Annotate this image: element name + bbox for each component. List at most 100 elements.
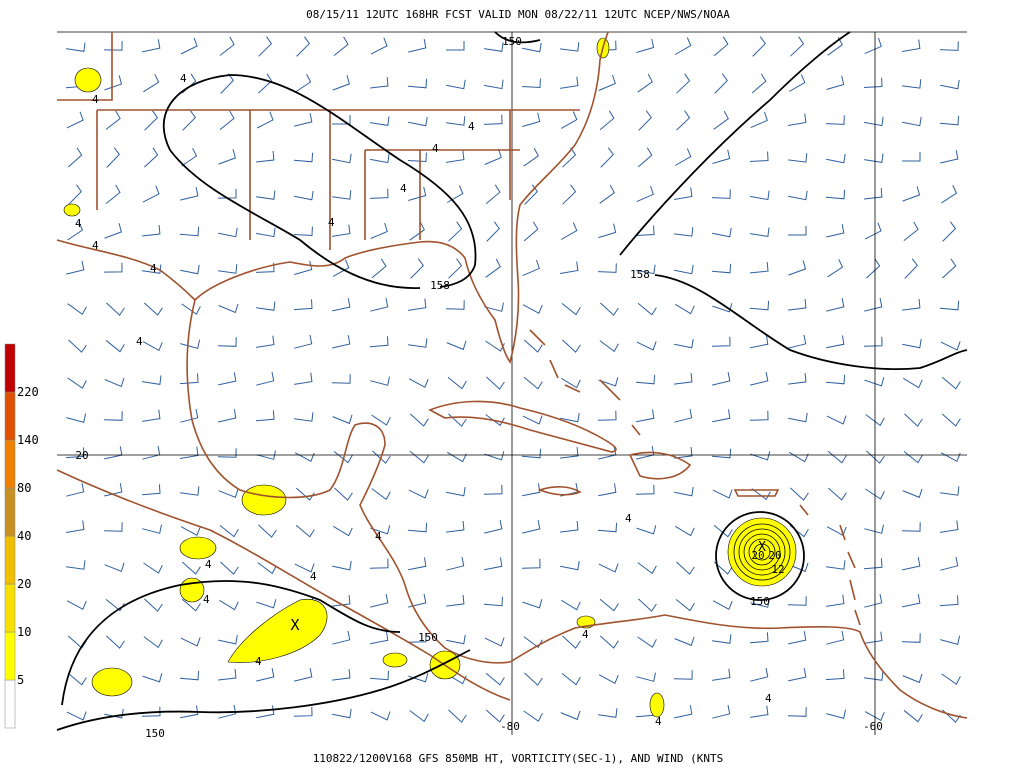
wind-barb: [369, 670, 389, 681]
wind-barb: [218, 303, 239, 314]
wind-barb: [484, 451, 505, 461]
contour-label: 20: [768, 549, 781, 562]
height-contour: [654, 274, 968, 370]
wind-barb: [483, 596, 503, 607]
wind-barb: [902, 152, 921, 162]
wind-barb: [142, 673, 163, 683]
contour-label: 4: [136, 335, 143, 348]
wind-barb: [369, 188, 389, 199]
wind-barb: [104, 483, 123, 497]
wind-barb: [826, 415, 847, 425]
colorbar-label: 5: [17, 673, 24, 687]
wind-barb: [902, 673, 923, 684]
wind-barb: [408, 298, 427, 311]
wind-barb: [864, 593, 883, 608]
wind-barb: [750, 705, 769, 718]
wind-barb: [561, 303, 581, 316]
wind-barb: [370, 76, 389, 89]
wind-barb: [294, 563, 315, 573]
wind-barb: [864, 524, 884, 534]
height-contour: [163, 74, 477, 289]
wind-barb: [180, 264, 200, 275]
wind-barb: [143, 562, 163, 574]
wind-barb: [674, 636, 695, 647]
wind-barb: [522, 599, 543, 609]
shade: [74, 67, 102, 93]
wind-barb: [446, 634, 466, 645]
wind-barb: [408, 116, 428, 127]
wind-barb: [256, 599, 277, 609]
wind-barb: [599, 184, 615, 204]
wind-barb: [256, 335, 275, 348]
wind-barb: [408, 186, 427, 201]
wind-barb: [142, 185, 160, 203]
wind-barb: [940, 452, 961, 463]
wind-barb: [674, 372, 693, 385]
wind-barb: [180, 526, 201, 537]
wind-barb: [712, 600, 733, 611]
jamaica: [537, 486, 582, 496]
wind-barb: [142, 409, 161, 422]
shade: [91, 667, 133, 697]
wind-barbs: [65, 36, 961, 723]
wind-barb: [940, 556, 959, 571]
wind-barb: [142, 264, 162, 274]
wind-barb: [750, 598, 770, 608]
wind-barb: [484, 302, 504, 312]
shade: [227, 598, 328, 663]
contour-label: 158: [630, 268, 650, 281]
wind-barb: [712, 227, 732, 238]
storm-contours: [715, 511, 805, 601]
wind-barb: [407, 522, 428, 533]
wind-barb: [180, 446, 199, 459]
contour-label: 4: [92, 93, 99, 106]
wind-barb: [826, 594, 845, 607]
wind-barb: [104, 75, 123, 91]
colorbar-swatch: [4, 679, 16, 729]
wind-barb: [142, 341, 163, 352]
wind-barb: [600, 147, 614, 168]
wind-barb: [864, 377, 885, 387]
wind-barb: [181, 147, 198, 167]
colorbar-swatch: [4, 343, 16, 393]
wind-barb: [370, 297, 389, 312]
coast: [509, 614, 968, 719]
contour-label: 4: [625, 512, 632, 525]
wind-barb: [446, 185, 464, 203]
wind-barb: [180, 339, 201, 350]
wind-barb: [598, 74, 616, 91]
lon-label: -80: [500, 720, 520, 733]
wind-barb: [294, 372, 313, 385]
wind-barb: [598, 483, 617, 497]
wind-barb: [180, 37, 198, 55]
grid: [57, 31, 967, 735]
wind-barb: [676, 110, 691, 131]
wind-barb: [103, 262, 123, 273]
wind-barb: [790, 487, 809, 501]
wind-barb: [484, 557, 503, 571]
wind-barb: [712, 668, 731, 681]
wind-barb: [66, 482, 85, 497]
wind-barb: [143, 74, 160, 93]
coast: [56, 239, 511, 664]
wind-barb: [598, 563, 619, 573]
wind-barb: [103, 522, 123, 532]
wind-barb: [258, 73, 273, 94]
wind-barb: [446, 41, 465, 51]
wind-barb: [864, 631, 883, 644]
wind-barb: [66, 600, 87, 611]
colorbar-label: 20: [17, 577, 31, 591]
wind-barb: [939, 115, 960, 126]
wind-barb: [180, 408, 199, 423]
wind-barb: [637, 73, 653, 93]
contour: [743, 533, 781, 571]
wind-barb: [561, 377, 581, 389]
wind-barb: [331, 374, 351, 384]
wind-barb: [294, 452, 315, 463]
wind-barb: [446, 594, 465, 607]
wind-barb: [218, 668, 237, 681]
height-contour: [56, 649, 471, 731]
wind-barb: [105, 339, 125, 353]
wind-barb: [674, 187, 693, 200]
shade: [649, 692, 665, 718]
